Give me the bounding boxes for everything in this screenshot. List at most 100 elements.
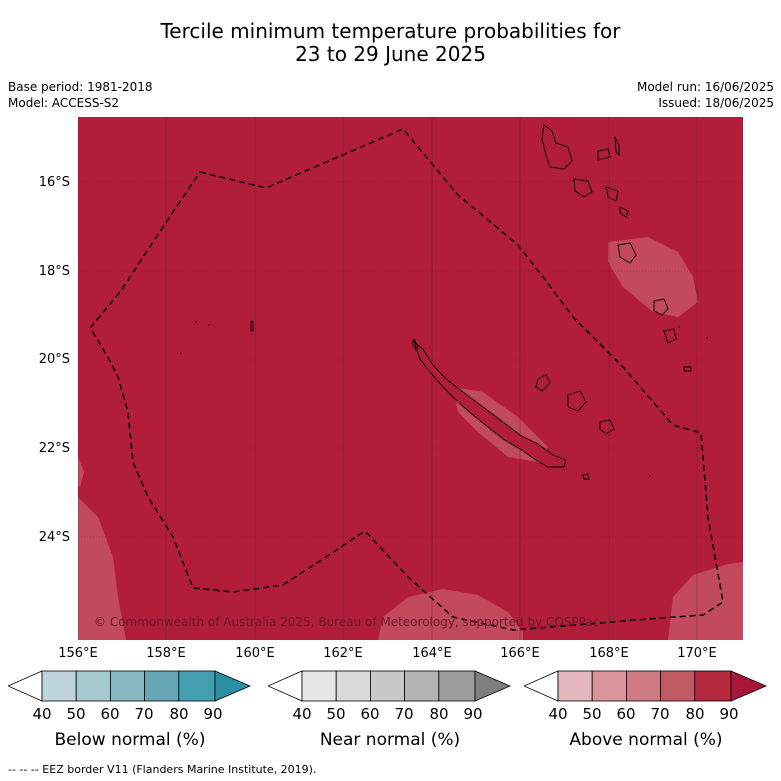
graticule-meridians: [78, 117, 698, 640]
colorbar-segment: [144, 670, 180, 702]
lat-label: 24°S: [38, 530, 70, 545]
colorbar-label-below: Below normal (%): [54, 730, 206, 750]
colorbar-tick: 60: [100, 705, 120, 723]
island-malakula: [573, 178, 593, 198]
lon-label: 160°E: [235, 646, 275, 661]
lat-label: 18°S: [38, 264, 70, 279]
colorbar-segment: [370, 670, 406, 702]
colorbar-segment: [694, 670, 732, 702]
colorbar-segment: [591, 670, 627, 702]
colorbar-segment: [268, 670, 303, 702]
colorbar-segment: [41, 670, 77, 702]
island-erromango: [653, 298, 669, 316]
probability-patch: [78, 497, 126, 640]
base-period: Base period: 1981-2018: [8, 80, 153, 94]
chart-title: Tercile minimum temperature probabilitie…: [0, 20, 781, 66]
reef: [678, 326, 680, 328]
colorbar-segment: [214, 670, 252, 702]
new-caledonia-island: [413, 340, 567, 468]
probability-patch: [78, 457, 84, 487]
lon-label: 168°E: [589, 646, 629, 661]
eez-legend-note: -- -- -- EEZ border V11 (Flanders Marine…: [8, 763, 317, 776]
island-espiritu-santo: [541, 124, 573, 170]
lat-label: 22°S: [38, 441, 70, 456]
colorbar-segment: [557, 670, 593, 702]
colorbar-tick: 90: [463, 705, 483, 723]
probability-patch: [668, 562, 743, 640]
colorbar-tick: 80: [169, 705, 189, 723]
lon-label: 166°E: [500, 646, 540, 661]
colorbar-tick: 40: [548, 705, 568, 723]
colorbar-tick: 80: [429, 705, 449, 723]
island: [619, 206, 629, 218]
colorbar-above-normal: [524, 670, 768, 702]
reef: [180, 352, 182, 354]
title-line-1: Tercile minimum temperature probabilitie…: [160, 19, 621, 43]
island: [599, 419, 615, 435]
colorbar-tick: 50: [66, 705, 86, 723]
reef: [195, 321, 197, 323]
map-panel: © Commonwealth of Australia 2025, Bureau…: [78, 117, 743, 640]
colorbar-tick: 60: [360, 705, 380, 723]
colorbar-segment: [75, 670, 111, 702]
reef: [250, 320, 254, 332]
colorbar-tick: 40: [292, 705, 312, 723]
colorbar-segment: [660, 670, 696, 702]
lon-label: 156°E: [58, 646, 98, 661]
reef: [208, 324, 210, 326]
colorbar-segment: [8, 670, 43, 702]
colorbar-tick: 90: [719, 705, 739, 723]
title-line-2: 23 to 29 June 2025: [295, 42, 486, 66]
island: [582, 473, 590, 480]
lon-label: 158°E: [146, 646, 186, 661]
colorbar-segment: [474, 670, 512, 702]
colorbar-segment: [335, 670, 371, 702]
colorbar-tick: 70: [650, 705, 670, 723]
map-svg: © Commonwealth of Australia 2025, Bureau…: [78, 117, 743, 640]
probability-patch: [608, 237, 698, 317]
island: [614, 136, 620, 157]
lat-label: 20°S: [38, 352, 70, 367]
model-name: Model: ACCESS-S2: [8, 96, 120, 110]
island: [605, 186, 619, 202]
lat-label: 16°S: [38, 175, 70, 190]
colorbar-tick: 70: [394, 705, 414, 723]
colorbar-segment: [730, 670, 768, 702]
colorbar-tick: 40: [32, 705, 52, 723]
eez-border: [89, 128, 724, 631]
island: [597, 148, 611, 161]
colorbar-label-near: Near normal (%): [319, 730, 461, 750]
island-mare: [567, 390, 587, 412]
island-lifou: [535, 374, 551, 392]
colorbar-segment: [626, 670, 662, 702]
probability-patch: [378, 589, 523, 640]
colorbar-segment: [524, 670, 559, 702]
colorbar-segment: [404, 670, 440, 702]
lon-label: 170°E: [677, 646, 717, 661]
colorbar-near-normal: [268, 670, 512, 702]
colorbar-tick: 80: [685, 705, 705, 723]
colorbar-tick: 60: [616, 705, 636, 723]
issued-date: Issued: 18/06/2025: [658, 96, 774, 110]
reef: [649, 475, 651, 477]
colorbar-tick: 50: [326, 705, 346, 723]
probability-field: [78, 117, 743, 640]
lon-label: 164°E: [412, 646, 452, 661]
colorbar-segment: [438, 670, 476, 702]
copyright-text: © Commonwealth of Australia 2025, Bureau…: [94, 615, 599, 629]
run-info: Model run: 16/06/2025 Issued: 18/06/2025: [637, 79, 774, 111]
lon-label: 162°E: [323, 646, 363, 661]
colorbar-segment: [110, 670, 146, 702]
colorbar-tick: 90: [203, 705, 223, 723]
model-info: Base period: 1981-2018 Model: ACCESS-S2: [8, 79, 153, 111]
model-run: Model run: 16/06/2025: [636, 80, 774, 94]
island-aneityum: [683, 366, 692, 372]
island-tanna: [663, 328, 677, 344]
colorbar-tick: 50: [582, 705, 602, 723]
colorbar-segment: [301, 670, 337, 702]
island-efate: [617, 242, 637, 264]
colorbar-label-above: Above normal (%): [569, 730, 723, 750]
reef: [706, 337, 708, 339]
colorbar-segment: [178, 670, 216, 702]
colorbar-tick: 70: [134, 705, 154, 723]
